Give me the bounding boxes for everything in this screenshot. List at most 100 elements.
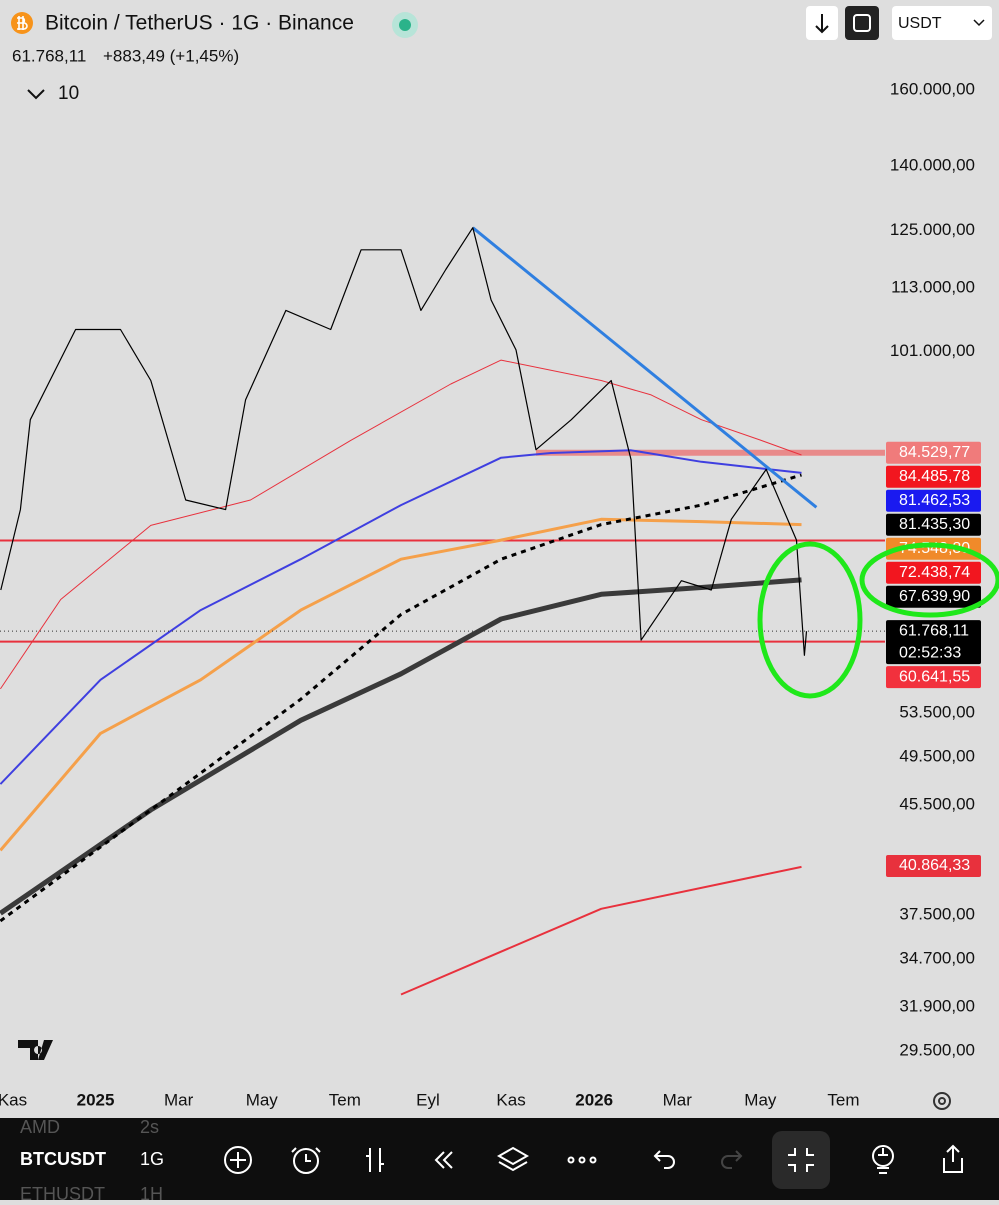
currency-select[interactable] [892,6,992,40]
x-tick-label: 2026 [575,1090,613,1109]
price-tag-countdown: 02:52:33 [899,644,961,661]
change: +883,49 (+1,45%) [103,46,239,65]
interval: 1G [140,1149,164,1169]
y-tick-label: 125.000,00 [890,220,975,239]
x-tick-label: Kas [0,1090,27,1109]
y-tick-label: 31.900,00 [899,996,975,1015]
undo-icon[interactable] [653,1150,675,1169]
y-tick-label: 45.500,00 [899,794,975,813]
series-line [0,517,802,852]
highlight-circle [859,542,999,618]
price-tag-label: 81.462,53 [899,492,970,509]
x-tick-label: Mar [164,1090,194,1109]
series-line [0,577,802,916]
replay-icon[interactable] [434,1151,453,1169]
add-plus [230,1152,246,1168]
x-tick-label: Kas [496,1090,525,1109]
coin-glyph [17,16,28,30]
y-tick-label: 37.500,00 [899,904,975,923]
series-line [0,227,808,656]
replay-icon [853,14,871,32]
price-tag-label: 40.864,33 [899,857,970,874]
y-tick-label: 29.500,00 [899,1041,975,1060]
price-tag-label: 67.639,90 [899,588,970,605]
x-tick-label: Eyl [416,1090,440,1109]
series-line [400,865,802,996]
toolbar [0,1118,999,1200]
price-tag [886,585,981,608]
y-tick-label: 113.000,00 [891,277,975,296]
price-tag [886,489,981,512]
price-tag [886,537,981,560]
quote: 61.768,11 [12,46,86,65]
price-tag [886,441,981,464]
symbol: ETHUSDT [20,1184,105,1200]
interval: 1H [140,1184,163,1200]
logo [18,1040,53,1060]
price-tags: 84.529,7784.485,7881.462,5381.435,3074.5… [886,441,981,878]
alert-icon[interactable] [293,1148,319,1174]
layers-icon[interactable] [496,1146,530,1172]
y-tick-label: 160.000,00 [890,80,975,99]
symbol: BTCUSDT [20,1149,106,1169]
price-tag [886,513,981,536]
x-tick-label: May [744,1090,777,1109]
settings-center [938,1097,946,1105]
replay-button[interactable] [845,6,879,40]
price-tag-label: 61.768,11 [899,622,969,639]
add-icon[interactable] [224,1146,252,1174]
series-line [0,359,802,690]
price-tag-label: 84.529,77 [899,444,970,461]
series-line [471,226,818,509]
x-tick-label: 2025 [77,1090,115,1109]
indicator-count[interactable]: 10 [58,83,79,104]
time-axis: Kas 2025 Mar May Tem Eyl Kas 2026 Mar May Tem [0,1090,860,1109]
idea-icon[interactable] [872,1145,894,1167]
toolbar-rows: AMD 2s BTCUSDT 1G ETHUSDT 1H [20,1117,164,1204]
price-tag [886,620,981,665]
x-tick-label: Mar [663,1090,693,1109]
y-tick-label: 101.000,00 [890,341,975,360]
symbol-title[interactable]: Bitcoin / TetherUS · 1G · Binance [45,12,354,35]
more-dot[interactable] [567,1156,575,1164]
dropdown-icon [973,19,985,27]
plot-area [0,226,885,996]
toolbar-icons [224,1131,963,1189]
price-tag [886,465,981,488]
currency: USDT [898,15,942,32]
series-line [0,473,802,923]
x-tick-label: Tem [329,1090,361,1109]
highlight-circle [757,541,863,699]
price-tag [886,855,981,878]
price-tag-label: 81.435,30 [899,516,970,533]
price-tag [886,561,981,584]
redo-icon[interactable] [721,1150,743,1169]
price-tag [886,666,981,689]
y-tick-label: 53.500,00 [899,702,975,721]
x-tick-label: May [246,1090,279,1109]
series-line [0,449,802,785]
indicators-icon[interactable] [366,1148,384,1172]
idea-lines [877,1148,889,1174]
fullscreen-button[interactable] [772,1131,830,1189]
price-tag-label: 84.485,78 [899,468,970,485]
share-icon[interactable] [943,1144,963,1173]
more-dot [578,1156,586,1164]
collapse-icon[interactable] [27,89,45,100]
y-tick-label: 140.000,00 [890,155,975,174]
alert-hands [291,1147,321,1162]
interval: 2s [140,1117,159,1137]
settings-icon[interactable] [933,1092,951,1110]
price-tag-label: 60.641,55 [899,668,970,685]
y-tick-label: 49.500,00 [899,747,975,766]
exit-fullscreen-icon [788,1148,814,1172]
x-tick-label: Tem [827,1090,859,1109]
status-dot [399,19,411,31]
symbol: AMD [20,1117,60,1137]
download-icon [815,14,829,34]
price-tag-label: 72.438,74 [899,564,970,581]
more-dot [589,1156,597,1164]
y-tick-label: 34.700,00 [899,948,975,967]
